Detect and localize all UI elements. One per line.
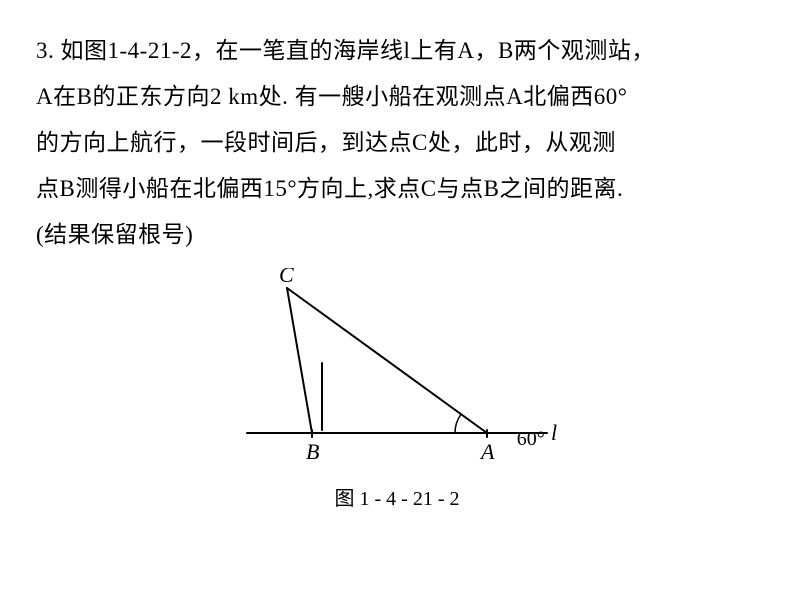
figure-svg: C B Al 60° — [217, 268, 577, 478]
problem-line-3: 的方向上航行，一段时间后，到达点C处，此时，从观测 — [36, 120, 758, 166]
page: 3. 如图1-4-21-2，在一笔直的海岸线l上有A，B两个观测站， A在B的正… — [0, 0, 794, 511]
figure-wrap: C B Al 60° 图 1 - 4 - 21 - 2 — [36, 268, 758, 511]
problem-line-2: A在B的正东方向2 km处. 有一艘小船在观测点A北偏西60° — [36, 74, 758, 120]
svg-text:B: B — [306, 439, 319, 464]
figure-caption: 图 1 - 4 - 21 - 2 — [335, 482, 460, 511]
problem-line-5: (结果保留根号) — [36, 212, 758, 258]
svg-text:l: l — [551, 420, 557, 445]
problem-line-4: 点B测得小船在北偏西15°方向上,求点C与点B之间的距离. — [36, 166, 758, 212]
problem-text: 3. 如图1-4-21-2，在一笔直的海岸线l上有A，B两个观测站， A在B的正… — [36, 28, 758, 258]
problem-line-1: 3. 如图1-4-21-2，在一笔直的海岸线l上有A，B两个观测站， — [36, 28, 758, 74]
svg-text:60°: 60° — [517, 428, 545, 450]
svg-text:A: A — [479, 439, 495, 464]
svg-text:C: C — [279, 268, 294, 287]
